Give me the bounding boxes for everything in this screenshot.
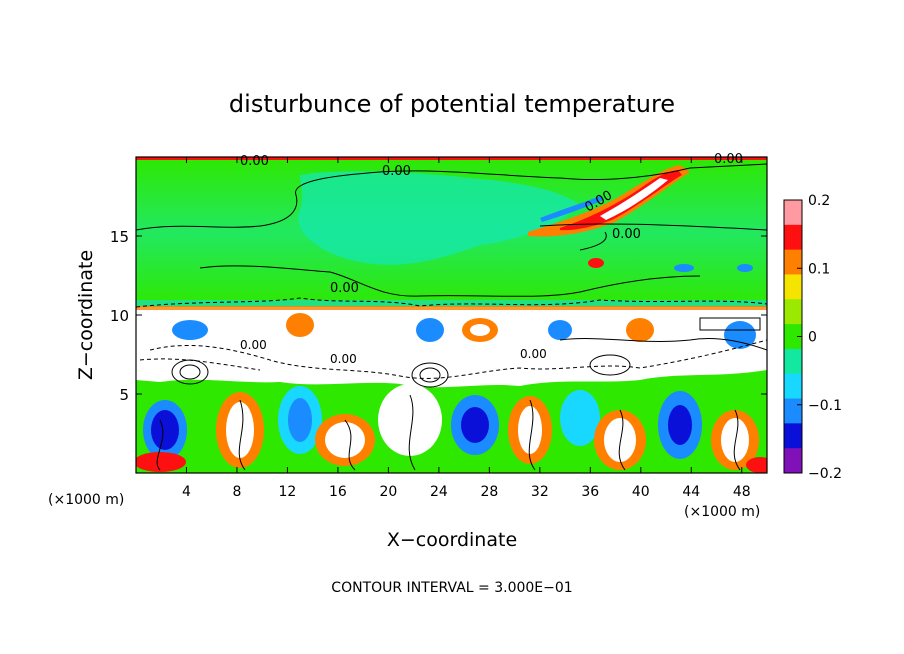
- field-upper-cyan-region: [298, 171, 580, 265]
- colorbar-ticks: 0.2 0.1 0 −0.1 −0.2: [797, 193, 842, 482]
- field-top-red-line: [136, 157, 767, 160]
- colorbar-swatch: [784, 348, 802, 375]
- contour-label: 0.00: [240, 154, 269, 169]
- colorbar-tick-label: 0: [808, 330, 817, 346]
- chart-title: disturbunce of potential temperature: [229, 90, 675, 118]
- contour-label: 0.00: [330, 281, 359, 296]
- x-tick-label: 32: [531, 484, 549, 500]
- colorbar-tick-label: 0.1: [808, 261, 830, 277]
- x-tick-label: 16: [329, 484, 347, 500]
- x-tick-label: 8: [232, 484, 241, 500]
- colorbar: [783, 199, 803, 474]
- x-unit-left: (×1000 m): [48, 492, 124, 508]
- x-tick-label: 20: [379, 484, 397, 500]
- contour-label: 0.00: [612, 227, 641, 242]
- colorbar-swatch: [784, 249, 802, 275]
- x-tick-label: 48: [733, 484, 751, 500]
- x-tick-label: 28: [480, 484, 498, 500]
- y-tick-label: 15: [110, 228, 129, 246]
- colorbar-swatch: [784, 224, 802, 251]
- contour-label: 0.00: [714, 152, 743, 167]
- y-axis-label: Z−coordinate: [75, 250, 97, 380]
- x-axis: 4 8 12 16 20 24 28 32 36 40 44 48: [182, 157, 751, 500]
- field-streak-blue: [540, 196, 604, 222]
- contour-lines: [136, 163, 767, 471]
- colorbar-swatch: [784, 398, 802, 424]
- field-midlayer-orange: [136, 306, 767, 310]
- y-tick-label: 5: [119, 386, 129, 404]
- colorbar-tick-label: −0.1: [808, 398, 842, 414]
- colorbar-tick-label: −0.2: [808, 466, 842, 482]
- field-small-blob: [588, 258, 604, 268]
- lower-blobs: [136, 313, 767, 473]
- contour-label: 0.00: [520, 347, 547, 361]
- colorbar-swatch: [784, 373, 802, 400]
- x-tick-label: 24: [430, 484, 448, 500]
- field-small-blob-2: [674, 264, 694, 272]
- field-small-blob-3: [737, 264, 753, 272]
- x-tick-label: 44: [682, 484, 700, 500]
- field-streak-white: [600, 178, 668, 220]
- colorbar-swatch: [784, 274, 802, 300]
- field-upper-cyan-strip: [136, 300, 767, 307]
- field-midlayer-white: [136, 307, 767, 388]
- x-unit-right: (×1000 m): [684, 504, 760, 520]
- y-axis: 5 10 15: [110, 228, 767, 404]
- x-tick-label: 40: [632, 484, 650, 500]
- colorbar-swatch: [784, 448, 802, 474]
- colorbar-tick-label: 0.2: [808, 193, 830, 209]
- contour-label: 0.00: [330, 352, 357, 366]
- colorbar-swatch: [784, 299, 802, 325]
- contour-label: 0.00: [240, 338, 267, 352]
- x-tick-label: 4: [182, 484, 191, 500]
- y-tick-label: 10: [110, 307, 129, 325]
- contour-labels: 0.00 0.00 0.00 0.00 0.00 0.00 0.00 0.00 …: [240, 152, 743, 366]
- x-tick-label: 12: [279, 484, 297, 500]
- colorbar-swatch: [784, 423, 802, 449]
- colorbar-swatch: [784, 324, 802, 350]
- x-tick-label: 36: [581, 484, 599, 500]
- contour-interval-note: CONTOUR INTERVAL = 3.000E−01: [331, 580, 572, 596]
- colorbar-swatch: [784, 200, 802, 226]
- contour-label: 0.00: [382, 164, 411, 179]
- x-axis-label: X−coordinate: [387, 529, 517, 551]
- plot-area: [136, 157, 767, 473]
